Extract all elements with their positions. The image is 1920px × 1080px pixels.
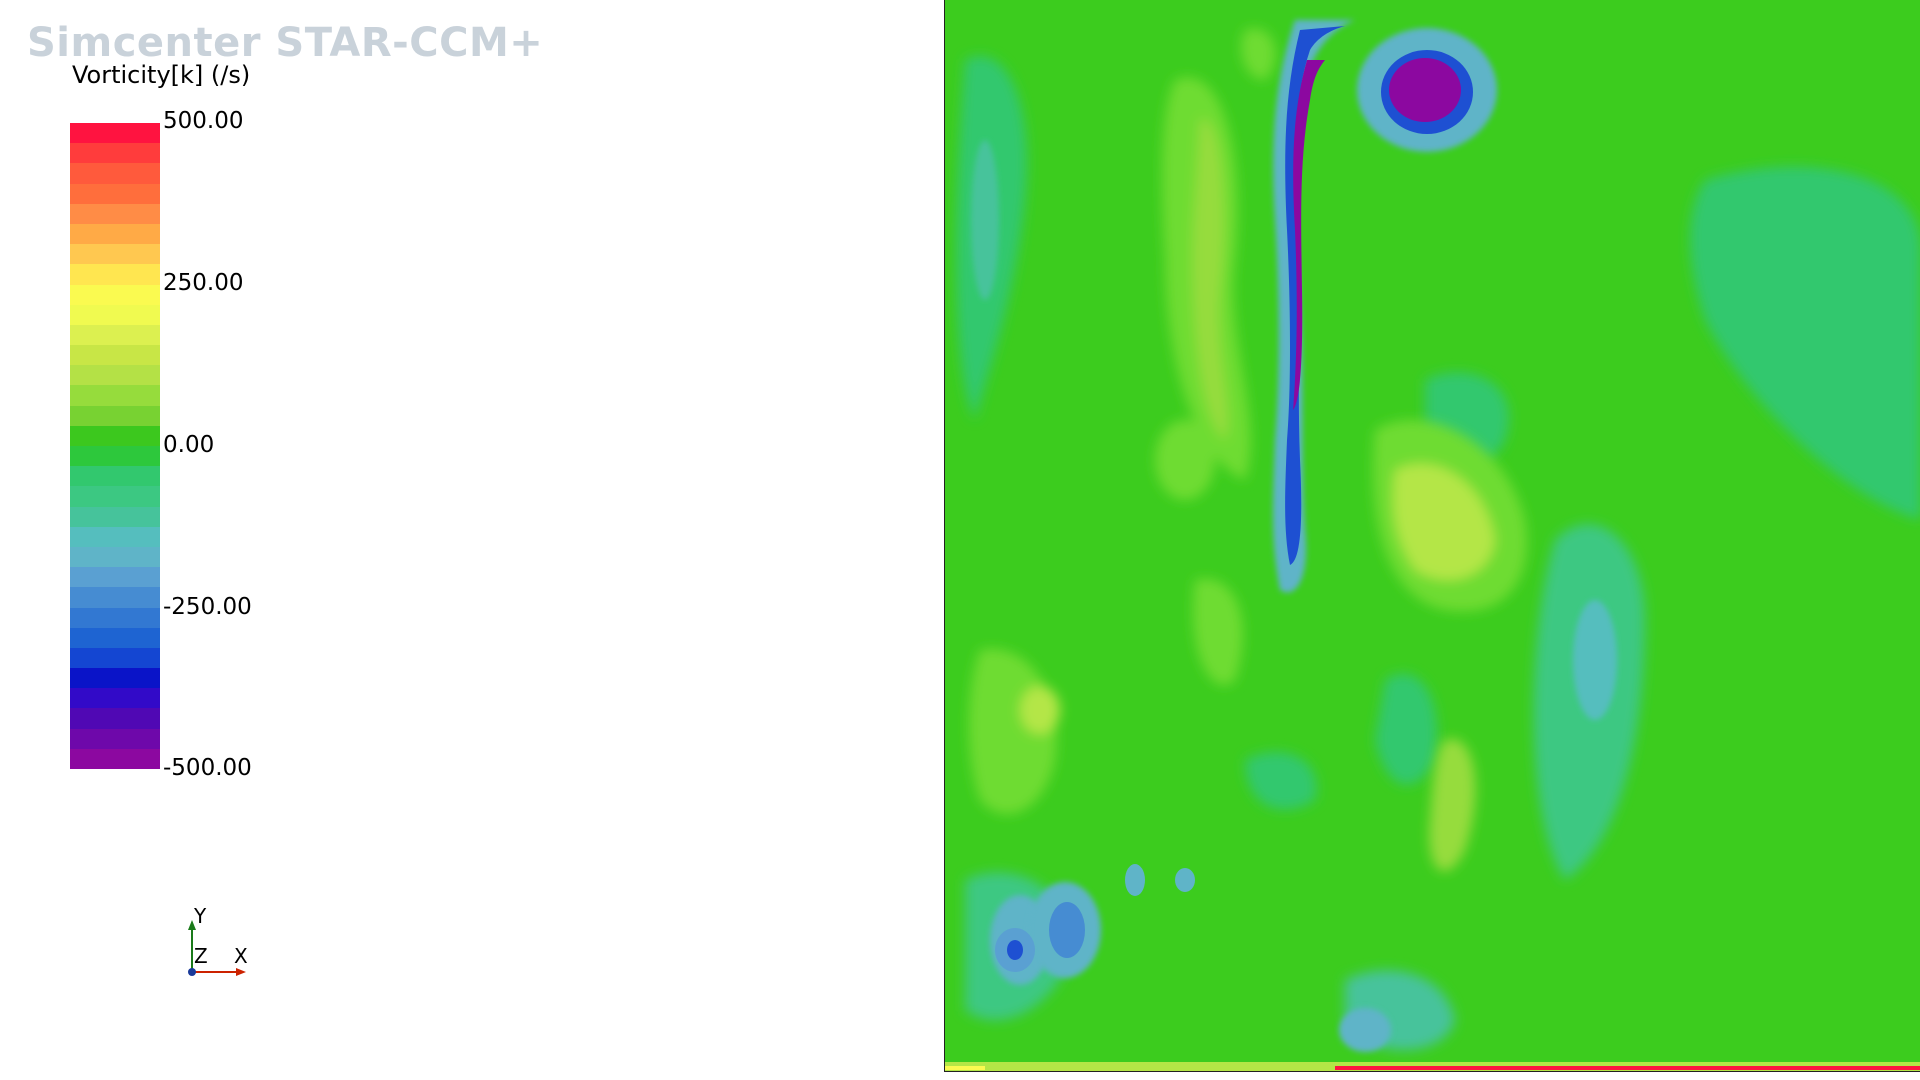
app-watermark: Simcenter STAR-CCM+: [27, 20, 544, 66]
color-band: [70, 425, 160, 446]
color-band: [70, 627, 160, 648]
color-band: [70, 526, 160, 547]
color-band: [70, 708, 160, 729]
color-band: [70, 405, 160, 426]
color-band: [70, 466, 160, 487]
field-yellow-green-regions: [968, 28, 1527, 872]
color-band: [70, 728, 160, 749]
color-band: [70, 324, 160, 346]
legend-tick-max: 500.00: [163, 108, 244, 134]
color-band: [70, 345, 160, 366]
small-vortices: [995, 864, 1195, 978]
wall-red-line: [1335, 1066, 1920, 1070]
color-band: [70, 385, 160, 406]
legend-tick-lower: -250.00: [163, 594, 252, 620]
legend-tick-zero: 0.00: [163, 432, 215, 458]
color-band: [70, 183, 160, 204]
color-band: [70, 647, 160, 669]
color-bar: [70, 123, 160, 769]
color-band: [70, 143, 160, 164]
color-band: [70, 264, 160, 285]
color-band: [70, 223, 160, 245]
vorticity-contour-plot[interactable]: [945, 0, 1920, 1072]
legend-title: Vorticity[k] (/s): [72, 61, 251, 89]
color-band: [70, 123, 160, 144]
color-band: [70, 567, 160, 588]
color-band: [70, 284, 160, 305]
triad-z-label: Z: [194, 944, 208, 968]
color-band: [70, 486, 160, 507]
color-band: [70, 304, 160, 325]
color-band: [70, 203, 160, 224]
vortex-sheet: [1272, 20, 1355, 593]
color-band: [70, 668, 160, 689]
field-teal-regions: [956, 56, 1920, 1050]
color-band: [70, 607, 160, 628]
legend-tick-min: -500.00: [163, 755, 252, 781]
color-band: [70, 365, 160, 386]
axis-triad: Y Z X: [160, 900, 280, 1000]
vortex-core: [1357, 28, 1497, 152]
color-band: [70, 244, 160, 265]
axis-triad-icon: [188, 920, 246, 976]
color-band: [70, 506, 160, 527]
scene-viewport[interactable]: [944, 0, 1920, 1072]
color-band: [70, 546, 160, 568]
color-band: [70, 688, 160, 709]
triad-x-label: X: [234, 944, 248, 968]
color-band: [70, 446, 160, 467]
triad-y-label: Y: [194, 904, 207, 928]
color-band: [70, 163, 160, 184]
legend-tick-upper: 250.00: [163, 270, 244, 296]
color-band: [70, 748, 160, 769]
color-band: [70, 587, 160, 608]
